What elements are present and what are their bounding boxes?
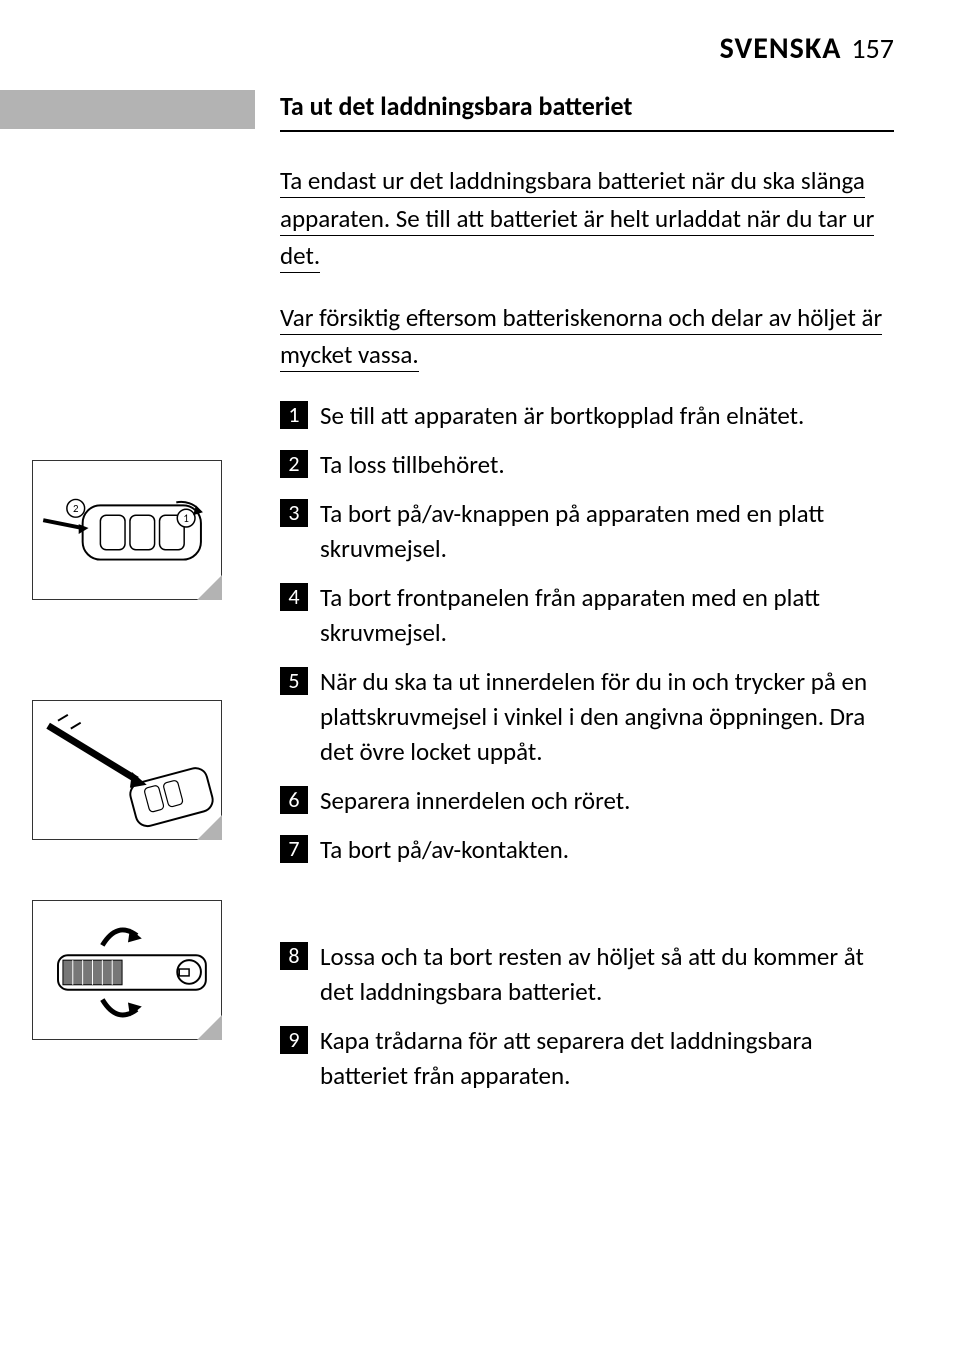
step-number: 6 <box>280 786 308 814</box>
step-text: Ta bort på/av-kontakten. <box>320 832 894 867</box>
step-4: 4 Ta bort frontpanelen från apparaten me… <box>280 580 894 650</box>
step-text: När du ska ta ut innerdelen för du in oc… <box>320 664 894 769</box>
open-casing-icon <box>33 901 221 1039</box>
step-text: Ta bort på/av-knappen på apparaten med e… <box>320 496 894 566</box>
svg-text:2: 2 <box>73 502 79 515</box>
step-number: 4 <box>280 583 308 611</box>
illustration-corner-icon <box>197 815 222 840</box>
section-heading: Ta ut det laddningsbara batteriet <box>280 90 894 122</box>
header-language: SVENSKA <box>720 30 842 67</box>
step-text: Kapa trådarna för att separera det laddn… <box>320 1023 894 1093</box>
step-number: 5 <box>280 667 308 695</box>
step-1: 1 Se till att apparaten är bortkopplad f… <box>280 398 894 433</box>
svg-text:1: 1 <box>183 512 189 525</box>
device-screwdriver-icon: 1 2 <box>33 461 221 599</box>
illustration-corner-icon <box>197 1015 222 1040</box>
step-text: Separera innerdelen och röret. <box>320 783 894 818</box>
step-number: 8 <box>280 942 308 970</box>
spacer <box>280 881 894 939</box>
step-6: 6 Separera innerdelen och röret. <box>280 783 894 818</box>
sidebar-heading-bar <box>0 90 255 129</box>
step-number: 1 <box>280 401 308 429</box>
step-number: 7 <box>280 835 308 863</box>
screwdriver-angle-icon <box>33 701 221 839</box>
paragraph-warning-2: Var försiktig eftersom batteriskenorna o… <box>280 299 894 374</box>
paragraph-warning-1: Ta endast ur det laddningsbara batteriet… <box>280 162 894 275</box>
paragraph-text: Var försiktig eftersom batteriskenorna o… <box>280 302 882 373</box>
left-sidebar: 1 2 <box>0 90 255 1345</box>
step-number: 2 <box>280 450 308 478</box>
illustration-corner-icon <box>197 575 222 600</box>
page-header: SVENSKA 157 <box>720 30 894 67</box>
step-8: 8 Lossa och ta bort resten av höljet så … <box>280 939 894 1009</box>
step-number: 9 <box>280 1026 308 1054</box>
illustration-step-5 <box>32 700 222 840</box>
header-page-number: 157 <box>851 31 894 66</box>
step-text: Ta loss tillbehöret. <box>320 447 894 482</box>
paragraph-text: Ta endast ur det laddningsbara batteriet… <box>280 165 874 273</box>
step-text: Ta bort frontpanelen från apparaten med … <box>320 580 894 650</box>
illustration-step-3-4: 1 2 <box>32 460 222 600</box>
step-text: Se till att apparaten är bortkopplad frå… <box>320 398 894 433</box>
illustration-step-8 <box>32 900 222 1040</box>
step-text: Lossa och ta bort resten av höljet så at… <box>320 939 894 1009</box>
main-content: Ta ut det laddningsbara batteriet Ta end… <box>280 90 894 1107</box>
step-5: 5 När du ska ta ut innerdelen för du in … <box>280 664 894 769</box>
step-7: 7 Ta bort på/av-kontakten. <box>280 832 894 867</box>
step-9: 9 Kapa trådarna för att separera det lad… <box>280 1023 894 1093</box>
step-2: 2 Ta loss tillbehöret. <box>280 447 894 482</box>
section-rule <box>280 130 894 132</box>
step-number: 3 <box>280 499 308 527</box>
step-3: 3 Ta bort på/av-knappen på apparaten med… <box>280 496 894 566</box>
